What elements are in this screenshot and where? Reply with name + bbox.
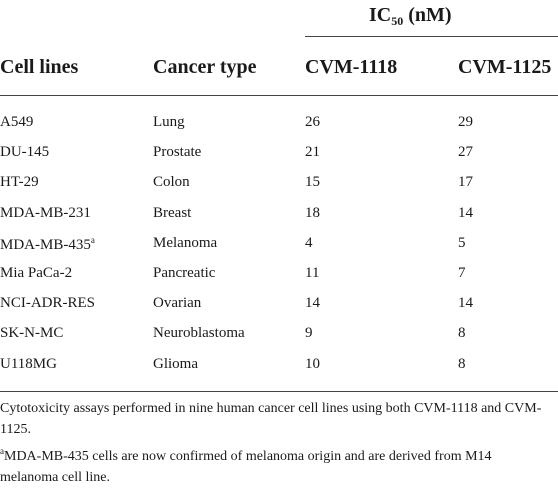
bottom-rule (0, 391, 558, 392)
table-cell: Pancreatic (153, 265, 216, 281)
table-cell: 14 (305, 295, 320, 312)
cell-text: MDA-MB-435 (0, 236, 91, 253)
table-cell: Mia PaCa-2 (0, 265, 73, 281)
table-cell: 21 (305, 144, 320, 161)
footnote-mark: a (0, 446, 4, 456)
table-cell: SK-N-MC (0, 325, 64, 342)
table-cell: 27 (458, 144, 473, 161)
group-header-text: IC (369, 4, 392, 26)
table-cell: U118MG (0, 355, 57, 372)
cell-footnote-mark: a (90, 234, 95, 245)
footnote-text: MDA-MB-435 cells are now confirmed of me… (0, 449, 492, 485)
footnote: Cytotoxicity assays performed in nine hu… (0, 398, 552, 440)
table-cell: MDA-MB-231 (0, 204, 91, 221)
table-cell: 9 (305, 325, 313, 342)
group-rule (305, 36, 558, 37)
table-cell: 7 (458, 265, 466, 281)
table-cell: 14 (458, 295, 473, 312)
group-header-suffix: (nM) (408, 4, 452, 26)
table-cell: 14 (458, 204, 473, 221)
table-cell: 8 (458, 355, 466, 372)
table-cell: 15 (305, 174, 320, 191)
table-cell: DU-145 (0, 144, 50, 161)
table-cell: Colon (153, 174, 190, 191)
header-rule (0, 95, 558, 96)
group-header: IC50 (nM) (369, 4, 452, 29)
table-cell: 10 (305, 355, 320, 372)
group-header-sub: 50 (391, 14, 404, 28)
table-cell: 26 (305, 114, 320, 130)
table-cell: A549 (0, 114, 34, 130)
table-cell: Glioma (153, 355, 198, 372)
table-cell: Ovarian (153, 295, 202, 312)
column-header: Cancer type (153, 56, 257, 78)
table-cell: HT-29 (0, 174, 39, 191)
table-cell: 18 (305, 204, 320, 221)
table-cell: Breast (153, 204, 192, 221)
table-cell: 17 (458, 174, 473, 191)
table-cell: MDA-MB-435a (0, 235, 95, 254)
column-header: Cell lines (0, 56, 79, 78)
column-header: CVM-1125 (458, 56, 552, 78)
table-cell: Melanoma (153, 234, 218, 251)
table-cell: NCI-ADR-RES (0, 295, 96, 312)
table-cell: Prostate (153, 144, 202, 161)
table-cell: 29 (458, 114, 473, 130)
table-cell: 5 (458, 234, 466, 251)
table-cell: Lung (153, 114, 185, 130)
table-cell: 4 (305, 234, 313, 251)
column-header: CVM-1118 (305, 56, 398, 78)
footnote-text: Cytotoxicity assays performed in nine hu… (0, 401, 542, 437)
table-cell: Neuroblastoma (153, 325, 245, 342)
table-cell: 8 (458, 325, 466, 342)
table-cell: 11 (305, 265, 320, 281)
